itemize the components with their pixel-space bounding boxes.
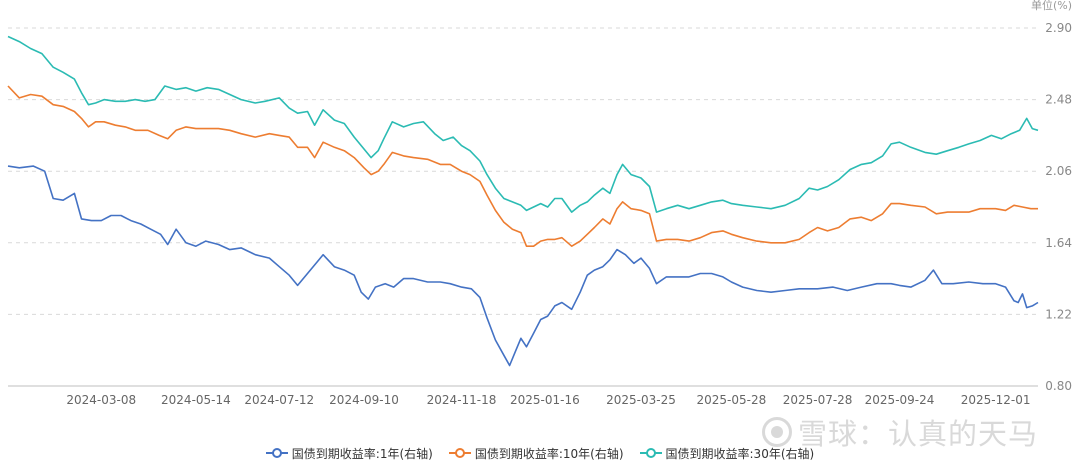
- x-tick-label: 2025-09-24: [865, 393, 935, 407]
- x-tick-label: 2025-07-28: [783, 393, 853, 407]
- chart-legend: 国债到期收益率:1年(右轴) 国债到期收益率:10年(右轴) 国债到期收益率:3…: [0, 442, 1080, 464]
- y-tick-label: 2.48: [1045, 93, 1072, 107]
- legend-label-1y: 国债到期收益率:1年(右轴): [291, 446, 433, 461]
- series-line-1: [7, 165, 1039, 367]
- legend-item-10y[interactable]: 国债到期收益率:10年(右轴): [448, 445, 624, 462]
- unit-label: 单位(%): [1031, 0, 1072, 12]
- x-tick-label: 2025-05-28: [697, 393, 767, 407]
- x-tick-label: 2025-12-01: [961, 393, 1031, 407]
- x-tick-label: 2025-03-25: [606, 393, 676, 407]
- series-line-2: [7, 85, 1038, 247]
- series-line-3: [7, 35, 1039, 213]
- legend-marker-1y-icon: [265, 447, 288, 459]
- y-tick-label: 2.06: [1045, 164, 1072, 178]
- legend-label-30y: 国债到期收益率:30年(右轴): [665, 446, 815, 461]
- y-axis-ticks: 2.90 2.48 2.06 1.64 1.22 0.80: [1045, 21, 1072, 393]
- x-tick-label: 2024-05-14: [161, 393, 231, 407]
- grid-lines: [8, 27, 1038, 387]
- y-tick-label: 2.90: [1045, 21, 1072, 35]
- y-tick-label: 1.22: [1045, 307, 1072, 321]
- x-tick-label: 2024-07-12: [244, 393, 314, 407]
- y-tick-label: 0.80: [1045, 379, 1072, 393]
- snowball-logo-icon: [762, 417, 792, 447]
- legend-marker-30y-icon: [639, 447, 662, 459]
- x-axis-ticks: 2024-03-08 2024-05-14 2024-07-12 2024-09-10…: [66, 393, 1030, 407]
- series-lines: [7, 35, 1039, 367]
- watermark-text: 雪球：认真的天马: [798, 417, 1039, 451]
- y-tick-label: 1.64: [1045, 236, 1072, 250]
- legend-label-10y: 国债到期收益率:10年(右轴): [474, 446, 624, 461]
- chart-plot-area: 单位(%) 2.90 2.48 2.06 1.64 1.22 0.80 2024-03-0…: [7, 0, 1072, 407]
- x-tick-label: 2024-03-08: [66, 393, 136, 407]
- legend-marker-10y-icon: [448, 447, 471, 459]
- x-tick-label: 2025-01-16: [510, 393, 580, 407]
- x-tick-label: 2024-11-18: [427, 393, 497, 407]
- legend-item-30y[interactable]: 国债到期收益率:30年(右轴): [639, 445, 815, 462]
- watermark: 雪球：认真的天马: [762, 414, 1062, 451]
- x-tick-label: 2024-09-10: [329, 393, 399, 407]
- legend-item-1y[interactable]: 国债到期收益率:1年(右轴): [265, 445, 433, 462]
